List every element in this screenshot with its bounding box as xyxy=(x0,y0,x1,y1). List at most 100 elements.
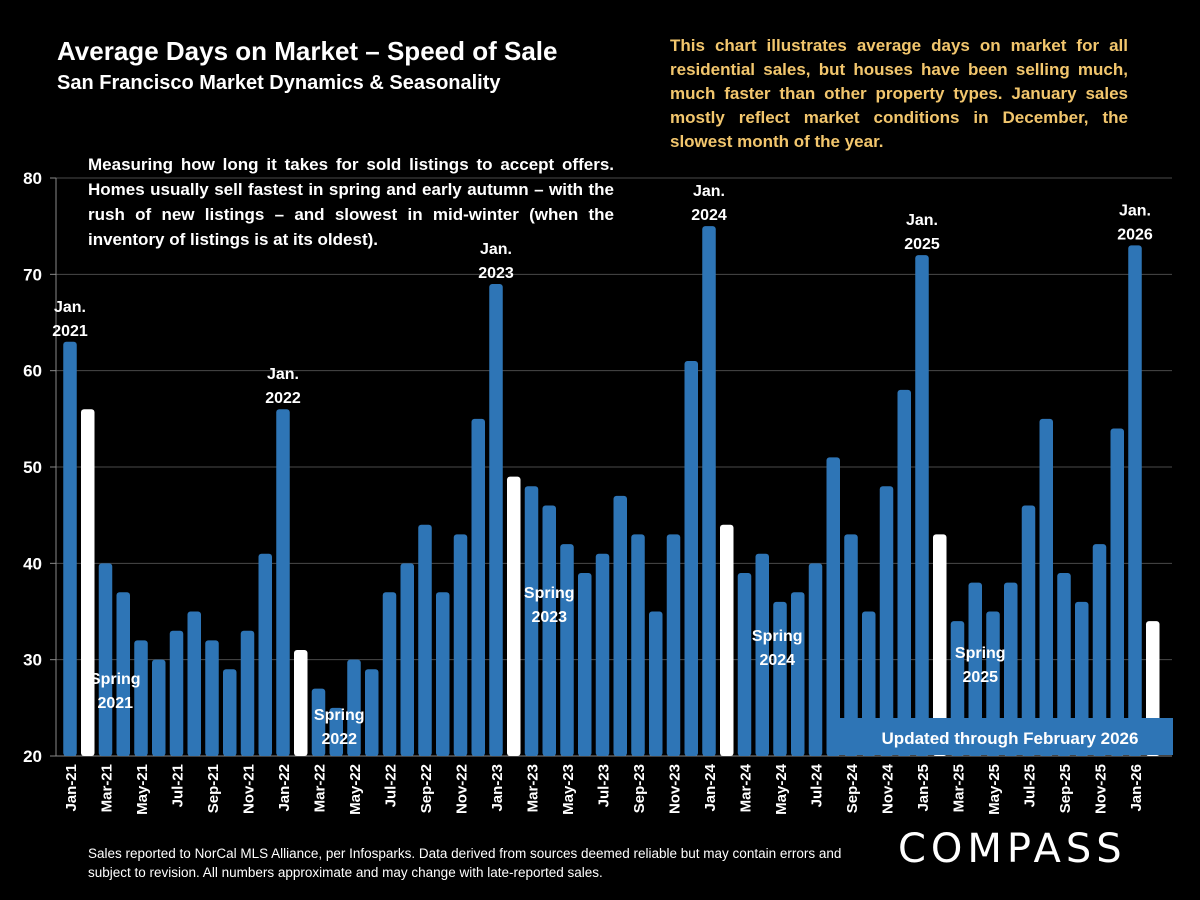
chart-subtitle: San Francisco Market Dynamics & Seasonal… xyxy=(57,72,501,94)
updated-label: Updated through February 2026 xyxy=(882,729,1139,748)
annotation-line: Jan. xyxy=(906,212,938,229)
bar-jan-24 xyxy=(702,226,716,756)
x-tick-label: May-21 xyxy=(134,764,151,815)
x-tick-label: Jul-23 xyxy=(596,764,613,807)
x-tick-label: Sep-24 xyxy=(844,763,861,813)
x-tick-label: Jan-21 xyxy=(63,764,80,812)
spring-annotation: Spring 2025 xyxy=(955,645,1006,686)
annotation-line: 2022 xyxy=(321,731,357,748)
bar-mar-21 xyxy=(98,563,113,756)
bar-feb-22 xyxy=(294,650,308,756)
chart-title: Average Days on Market – Speed of Sale xyxy=(57,36,558,66)
y-tick-label: 40 xyxy=(23,554,42,573)
bar-sep-25 xyxy=(1057,572,1071,756)
annotation-line: Spring xyxy=(955,645,1006,662)
x-tick-label: Mar-24 xyxy=(738,763,755,812)
bar-nov-24 xyxy=(879,486,894,756)
x-tick-label: Sep-23 xyxy=(631,764,648,813)
bar-may-23 xyxy=(560,544,574,756)
bar-jul-21 xyxy=(169,630,184,756)
spring-annotation: Spring 2021 xyxy=(90,671,141,712)
y-tick-label: 20 xyxy=(23,747,42,766)
x-tick-label: Nov-21 xyxy=(241,764,258,814)
annotation-line: 2021 xyxy=(97,695,133,712)
bar-oct-25 xyxy=(1075,601,1089,756)
x-tick-label: Sep-21 xyxy=(205,764,222,813)
x-tick-label: Jan-24 xyxy=(702,763,719,811)
x-tick-label: Mar-23 xyxy=(525,764,542,812)
x-tick-label: Jul-22 xyxy=(383,764,400,807)
bar-oct-22 xyxy=(436,592,450,756)
annotation-line: Jan. xyxy=(693,183,725,200)
y-tick-label: 30 xyxy=(23,651,42,670)
bar-aug-21 xyxy=(187,611,201,756)
annotation-line: 2022 xyxy=(265,390,301,407)
bar-dec-23 xyxy=(684,361,698,756)
bar-may-24 xyxy=(773,601,787,756)
x-tick-label: Jul-25 xyxy=(1022,764,1039,807)
bar-may-21 xyxy=(134,640,148,756)
annotation-line: Jan. xyxy=(1119,202,1151,219)
bar-jul-22 xyxy=(382,592,397,756)
bar-aug-22 xyxy=(400,563,414,756)
bar-nov-23 xyxy=(666,534,681,756)
bar-aug-24 xyxy=(826,457,840,756)
annotation-line: Spring xyxy=(752,628,803,645)
bar-feb-25 xyxy=(933,534,947,756)
annotation-line: 2025 xyxy=(904,236,940,253)
bar-jan-23 xyxy=(489,283,503,756)
january-annotation: Jan. 2021 xyxy=(52,299,88,340)
bar-dec-24 xyxy=(897,389,911,756)
x-tick-label: Sep-25 xyxy=(1057,764,1074,813)
spring-annotation: Spring 2024 xyxy=(752,628,803,669)
bar-apr-22 xyxy=(329,707,343,756)
x-tick-label: May-25 xyxy=(986,764,1003,815)
bar-dec-22 xyxy=(471,418,485,756)
x-tick-label: Jan-26 xyxy=(1128,764,1145,812)
annotation-line: Jan. xyxy=(480,241,512,258)
bar-apr-23 xyxy=(542,505,556,756)
bar-dec-25 xyxy=(1110,428,1124,756)
bar-feb-24 xyxy=(720,524,734,756)
bar-sep-21 xyxy=(205,640,219,756)
bar-sep-23 xyxy=(631,534,645,756)
annotation-line: 2024 xyxy=(759,652,795,669)
x-tick-label: Jan-25 xyxy=(915,764,932,812)
x-tick-label: Nov-24 xyxy=(880,763,897,814)
x-tick-label: May-24 xyxy=(773,763,790,815)
january-annotation: Jan. 2026 xyxy=(1117,202,1153,243)
bar-feb-21 xyxy=(81,409,95,756)
bar-jun-21 xyxy=(152,659,166,756)
annotation-line: Jan. xyxy=(54,299,86,316)
y-tick-label: 60 xyxy=(23,362,42,381)
x-tick-label: Mar-22 xyxy=(312,764,329,812)
x-tick-label: Mar-21 xyxy=(99,764,116,812)
bar-may-22 xyxy=(347,659,361,756)
bar-apr-21 xyxy=(116,592,130,756)
chart-description: Measuring how long it takes for sold lis… xyxy=(88,155,614,249)
x-tick-label: Sep-22 xyxy=(418,764,435,813)
january-annotation: Jan. 2024 xyxy=(691,183,727,224)
bar-jan-21 xyxy=(63,341,77,756)
bar-jun-22 xyxy=(365,669,379,756)
annotation-line: 2023 xyxy=(531,609,567,626)
bar-nov-22 xyxy=(453,534,468,756)
bar-jan-22 xyxy=(276,409,290,756)
bar-dec-21 xyxy=(258,553,272,756)
x-tick-label: Nov-22 xyxy=(454,764,471,814)
bar-apr-24 xyxy=(755,553,769,756)
bar-mar-23 xyxy=(524,486,539,756)
january-annotation: Jan. 2025 xyxy=(904,212,940,253)
updated-banner xyxy=(835,718,1173,755)
spring-annotation: Spring 2023 xyxy=(524,585,575,626)
x-tick-label: Jan-22 xyxy=(276,764,293,812)
annotation-line: 2026 xyxy=(1117,226,1153,243)
annotation-line: 2021 xyxy=(52,323,88,340)
x-tick-label: Jul-24 xyxy=(809,763,826,807)
x-tick-label: Nov-25 xyxy=(1093,764,1110,814)
bar-sep-22 xyxy=(418,524,432,756)
bar-jan-25 xyxy=(915,255,929,757)
annotation-line: Jan. xyxy=(267,366,299,383)
bar-nov-21 xyxy=(240,630,255,756)
